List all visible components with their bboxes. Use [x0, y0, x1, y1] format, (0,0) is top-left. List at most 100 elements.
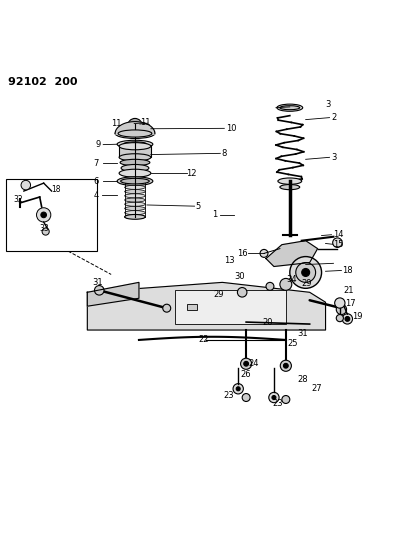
- Ellipse shape: [125, 198, 145, 202]
- Bar: [187, 304, 197, 310]
- Bar: [175, 290, 286, 324]
- Text: 16: 16: [237, 249, 248, 258]
- Text: 26: 26: [240, 370, 251, 379]
- Circle shape: [336, 314, 343, 322]
- Circle shape: [302, 269, 310, 277]
- Ellipse shape: [125, 194, 145, 198]
- FancyBboxPatch shape: [6, 179, 97, 251]
- Ellipse shape: [125, 185, 145, 189]
- Text: 17: 17: [345, 298, 356, 308]
- Circle shape: [132, 123, 138, 129]
- Text: 32: 32: [14, 195, 23, 204]
- Bar: [119, 146, 151, 157]
- Circle shape: [163, 304, 171, 312]
- Circle shape: [272, 395, 276, 400]
- Ellipse shape: [125, 206, 145, 211]
- Text: 12: 12: [187, 169, 197, 177]
- Ellipse shape: [280, 184, 300, 190]
- Circle shape: [333, 238, 342, 247]
- Text: 22: 22: [198, 335, 209, 344]
- Ellipse shape: [125, 215, 145, 219]
- Text: 7: 7: [93, 159, 99, 168]
- Circle shape: [37, 208, 51, 222]
- Text: 92102  200: 92102 200: [8, 77, 77, 87]
- Text: 11: 11: [141, 118, 151, 127]
- Text: 29: 29: [214, 290, 224, 299]
- Text: 8: 8: [222, 149, 227, 158]
- Text: 24: 24: [249, 359, 259, 368]
- Text: 33: 33: [40, 224, 50, 233]
- Text: 19: 19: [353, 312, 363, 321]
- Ellipse shape: [119, 154, 151, 161]
- Ellipse shape: [117, 177, 153, 185]
- Text: 6: 6: [93, 176, 99, 185]
- Ellipse shape: [125, 190, 145, 193]
- Text: 23: 23: [224, 391, 234, 400]
- Text: 15: 15: [333, 240, 344, 249]
- Text: 31: 31: [298, 329, 308, 338]
- Ellipse shape: [119, 143, 151, 150]
- Ellipse shape: [118, 130, 152, 137]
- Circle shape: [94, 286, 104, 295]
- Circle shape: [290, 256, 322, 288]
- Circle shape: [345, 317, 350, 321]
- Circle shape: [260, 249, 268, 257]
- Ellipse shape: [278, 178, 302, 184]
- Text: 30: 30: [234, 272, 245, 281]
- Circle shape: [296, 263, 316, 282]
- Text: 18: 18: [342, 266, 353, 275]
- Text: 27: 27: [311, 384, 322, 393]
- Ellipse shape: [280, 106, 300, 110]
- Circle shape: [41, 212, 46, 217]
- Text: 14: 14: [333, 230, 343, 239]
- Text: 18: 18: [52, 184, 61, 193]
- Text: 34: 34: [286, 274, 297, 284]
- Ellipse shape: [125, 202, 145, 206]
- Circle shape: [42, 228, 49, 235]
- Circle shape: [342, 314, 353, 324]
- Circle shape: [233, 384, 243, 394]
- Circle shape: [237, 287, 247, 297]
- Circle shape: [241, 358, 252, 369]
- Circle shape: [282, 395, 290, 403]
- Polygon shape: [266, 241, 318, 266]
- Polygon shape: [87, 282, 139, 306]
- Ellipse shape: [277, 104, 303, 111]
- Text: 3: 3: [326, 100, 331, 109]
- Circle shape: [269, 392, 279, 402]
- Circle shape: [335, 298, 345, 308]
- Text: 11: 11: [111, 119, 121, 128]
- Ellipse shape: [120, 159, 150, 166]
- Ellipse shape: [119, 169, 151, 177]
- Circle shape: [266, 282, 274, 290]
- Text: 29: 29: [301, 279, 311, 288]
- Text: 5: 5: [195, 201, 200, 211]
- Circle shape: [236, 387, 240, 391]
- Ellipse shape: [125, 211, 145, 215]
- Text: 23: 23: [272, 399, 283, 408]
- Circle shape: [244, 361, 249, 366]
- Text: 1: 1: [212, 211, 218, 220]
- Text: 2: 2: [331, 113, 337, 122]
- Ellipse shape: [123, 142, 147, 147]
- Circle shape: [242, 393, 250, 401]
- Circle shape: [21, 180, 31, 190]
- Text: 4: 4: [93, 190, 98, 199]
- Circle shape: [280, 278, 292, 290]
- Text: 3: 3: [331, 153, 337, 162]
- Ellipse shape: [117, 140, 153, 148]
- Circle shape: [128, 118, 142, 133]
- Circle shape: [336, 304, 347, 314]
- Polygon shape: [87, 282, 326, 330]
- Ellipse shape: [125, 214, 145, 219]
- Ellipse shape: [115, 128, 155, 139]
- Text: 31: 31: [92, 278, 103, 287]
- Text: 9: 9: [95, 140, 100, 149]
- Circle shape: [283, 364, 288, 368]
- Text: 13: 13: [224, 256, 235, 265]
- Text: 25: 25: [287, 340, 297, 349]
- Circle shape: [280, 360, 291, 372]
- Text: 20: 20: [262, 318, 272, 327]
- Ellipse shape: [121, 165, 149, 172]
- Ellipse shape: [121, 179, 149, 184]
